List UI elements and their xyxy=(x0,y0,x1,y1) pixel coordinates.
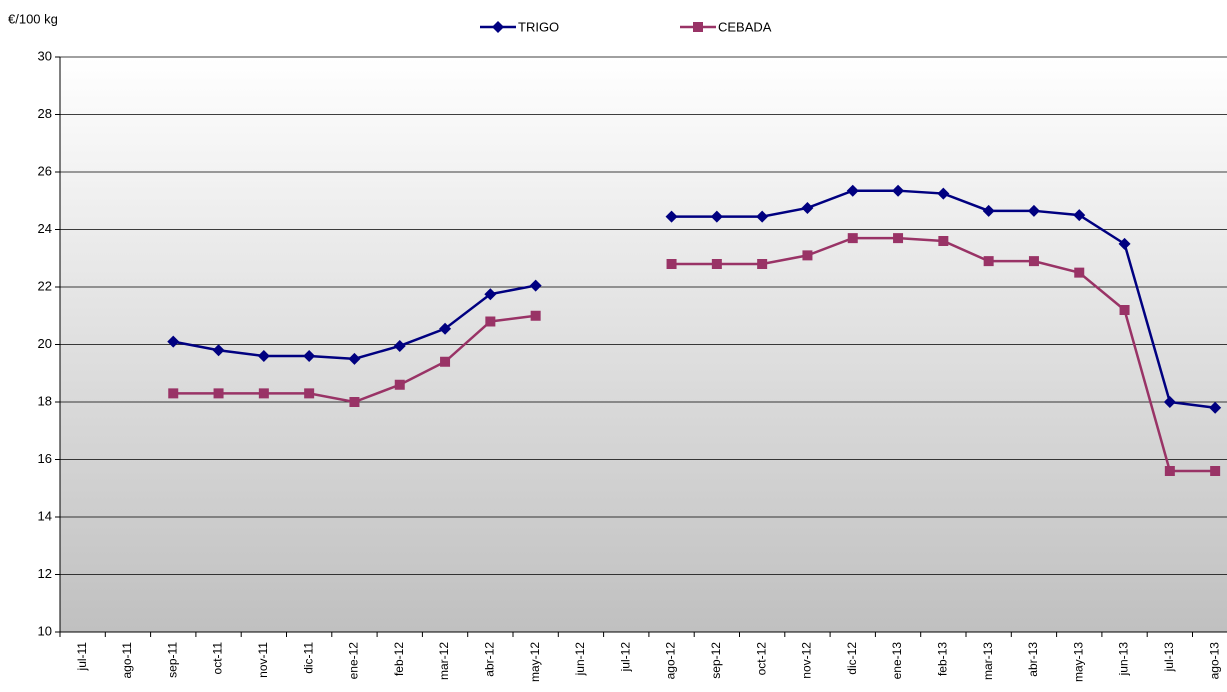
y-tick-label: 24 xyxy=(38,221,52,236)
data-point xyxy=(711,259,722,269)
data-point xyxy=(847,233,858,244)
data-point xyxy=(168,388,179,399)
y-tick-label: 30 xyxy=(38,48,52,63)
data-point xyxy=(440,356,451,367)
legend-marker xyxy=(492,21,504,33)
data-point xyxy=(983,256,994,267)
x-tick-label: jul-11 xyxy=(75,642,89,672)
data-point xyxy=(349,397,360,407)
data-point xyxy=(394,379,405,390)
data-point xyxy=(665,210,678,223)
data-point xyxy=(258,388,269,399)
y-tick-label: 22 xyxy=(38,278,52,293)
data-point xyxy=(937,187,950,200)
y-tick-label: 12 xyxy=(38,566,52,581)
data-point xyxy=(1210,466,1221,476)
data-point xyxy=(757,259,768,269)
x-tick-label: feb-12 xyxy=(392,642,406,676)
x-tick-label: jun-13 xyxy=(1117,642,1131,677)
data-point xyxy=(484,288,497,301)
data-point xyxy=(1027,204,1040,217)
data-point xyxy=(167,335,180,348)
x-tick-label: may-13 xyxy=(1071,642,1085,682)
data-point xyxy=(892,184,905,197)
data-point xyxy=(846,184,859,197)
x-tick-label: ago-11 xyxy=(120,642,134,679)
data-point xyxy=(1118,237,1131,250)
data-point xyxy=(212,344,225,357)
data-point xyxy=(1164,466,1175,476)
data-point xyxy=(666,259,677,269)
data-point xyxy=(529,279,542,292)
x-tick-label: abr-13 xyxy=(1026,642,1040,677)
x-tick-label: may-12 xyxy=(528,642,542,682)
x-tick-label: nov-11 xyxy=(256,642,270,678)
data-point xyxy=(893,233,904,244)
y-axis-label: €/100 kg xyxy=(8,11,58,26)
x-tick-label: oct-12 xyxy=(754,642,768,676)
data-point xyxy=(1163,396,1176,408)
x-tick-label: jul-12 xyxy=(618,642,632,673)
x-tick-label: mar-13 xyxy=(981,642,995,680)
data-point xyxy=(213,388,224,399)
x-tick-label: ago-12 xyxy=(664,642,678,680)
y-tick-label: 20 xyxy=(38,336,52,351)
data-point xyxy=(710,210,723,223)
x-tick-label: dic-11 xyxy=(301,642,315,674)
x-tick-label: jun-12 xyxy=(573,642,587,677)
x-tick-label: jul-13 xyxy=(1162,642,1176,673)
x-tick-label: sep-11 xyxy=(165,642,179,678)
data-point xyxy=(982,204,995,217)
legend-marker xyxy=(693,22,703,32)
x-tick-label: ago-13 xyxy=(1207,642,1221,680)
x-tick-label: oct-11 xyxy=(211,642,225,675)
data-point xyxy=(303,350,316,362)
data-point xyxy=(393,339,406,352)
y-tick-label: 14 xyxy=(38,508,52,523)
x-tick-label: ene-12 xyxy=(347,642,361,680)
data-point xyxy=(756,210,769,223)
data-point xyxy=(1119,305,1130,315)
legend-label: TRIGO xyxy=(518,19,559,34)
y-tick-label: 10 xyxy=(38,623,52,638)
data-point xyxy=(257,350,270,362)
x-tick-label: ene-13 xyxy=(890,642,904,680)
x-tick-label: abr-12 xyxy=(483,642,497,677)
data-point xyxy=(304,388,315,399)
x-tick-label: dic-12 xyxy=(845,642,859,675)
data-point xyxy=(530,310,541,321)
data-point xyxy=(1028,256,1039,267)
legend-label: CEBADA xyxy=(718,19,772,34)
data-point xyxy=(1074,267,1085,278)
data-point xyxy=(439,322,452,335)
x-tick-label: nov-12 xyxy=(800,642,814,679)
x-tick-label: mar-12 xyxy=(437,642,451,680)
data-point xyxy=(801,201,814,214)
data-point xyxy=(1073,209,1086,222)
data-point xyxy=(938,236,949,246)
y-tick-label: 26 xyxy=(38,163,52,178)
x-tick-label: feb-13 xyxy=(936,642,950,676)
y-tick-label: 16 xyxy=(38,451,52,466)
data-point xyxy=(485,316,496,327)
x-tick-label: sep-12 xyxy=(709,642,723,679)
y-tick-label: 18 xyxy=(38,393,52,408)
data-point xyxy=(348,352,361,365)
y-tick-label: 28 xyxy=(38,106,52,121)
data-point xyxy=(802,250,813,261)
data-point xyxy=(1209,401,1222,414)
